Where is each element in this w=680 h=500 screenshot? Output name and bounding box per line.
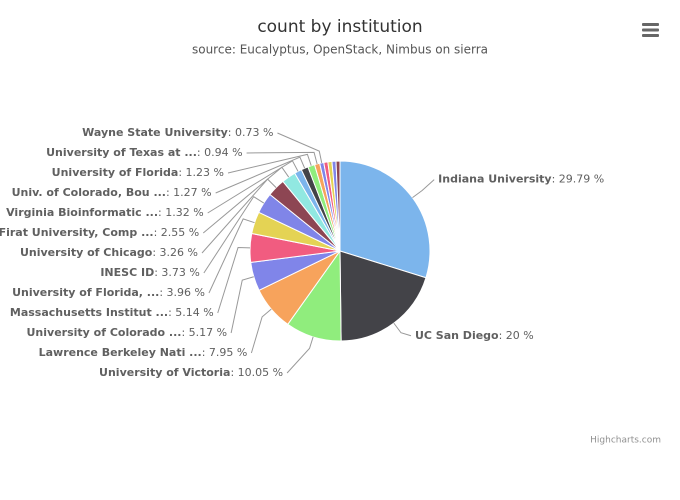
label-connector: [230, 276, 254, 334]
label-connector: [227, 153, 312, 174]
label-value: : 5.14 %: [168, 306, 214, 319]
data-label: Firat University, Comp ...: 2.55 %: [0, 226, 199, 239]
label-connector: [208, 218, 255, 294]
menu-line: [642, 28, 659, 32]
label-connector: [246, 151, 318, 165]
menu-line: [642, 34, 659, 37]
data-label: Indiana University: 29.79 %: [438, 173, 604, 186]
label-name: UC San Diego: [415, 329, 499, 342]
data-label: University of Victoria: 10.05 %: [99, 366, 283, 379]
label-name: University of Florida, ...: [12, 286, 159, 299]
label-value: : 7.95 %: [202, 346, 248, 359]
label-name: Firat University, Comp ...: [0, 226, 154, 239]
data-label: University of Colorado ...: 5.17 %: [27, 326, 228, 339]
label-value: : 20 %: [499, 329, 534, 342]
menu-line: [642, 23, 659, 26]
label-value: : 0.94 %: [197, 146, 243, 159]
label-name: University of Chicago: [20, 246, 153, 259]
label-connector: [393, 322, 412, 337]
label-value: : 1.27 %: [166, 186, 212, 199]
chart-title: count by institution: [257, 17, 422, 37]
label-name: INESC ID: [100, 266, 154, 279]
data-label: Wayne State University: 0.73 %: [82, 126, 273, 139]
label-value: : 5.17 %: [181, 326, 227, 339]
pie-slice: [339, 250, 427, 342]
data-label: University of Florida, ...: 3.96 %: [12, 286, 205, 299]
label-value: : 1.32 %: [158, 206, 204, 219]
label-connector: [286, 336, 314, 374]
data-label: University of Florida: 1.23 %: [52, 166, 224, 179]
label-connector: [412, 179, 435, 199]
credits[interactable]: Highcharts.com: [590, 436, 661, 446]
chart-subtitle: source: Eucalyptus, OpenStack, Nimbus on…: [192, 43, 488, 57]
data-label: Lawrence Berkeley Nati ...: 7.95 %: [39, 346, 248, 359]
label-connector: [215, 156, 306, 194]
label-connector: [203, 195, 265, 274]
label-name: Virginia Bioinformatic ...: [6, 206, 158, 219]
data-label: INESC ID: 3.73 %: [100, 266, 200, 279]
menu-button[interactable]: [636, 16, 664, 42]
label-name: Lawrence Berkeley Nati ...: [39, 346, 202, 359]
data-label: Massachusetts Institut ...: 5.14 %: [10, 306, 214, 319]
label-name: University of Texas at ...: [46, 146, 197, 159]
data-label: UC San Diego: 20 %: [415, 329, 534, 342]
label-value: : 10.05 %: [230, 366, 283, 379]
label-name: Indiana University: [438, 173, 551, 186]
data-label: Virginia Bioinformatic ...: 1.32 %: [6, 206, 204, 219]
label-value: : 29.79 %: [552, 173, 605, 186]
label-value: : 2.55 %: [154, 226, 200, 239]
label-value: : 3.96 %: [159, 286, 205, 299]
label-name: University of Victoria: [99, 366, 230, 379]
label-connector: [217, 246, 251, 314]
label-name: University of Florida: [52, 166, 179, 179]
pie-slice: [335, 160, 341, 252]
label-value: : 0.73 %: [228, 126, 274, 139]
label-name: Wayne State University: [82, 126, 228, 139]
label-name: Massachusetts Institut ...: [10, 306, 168, 319]
label-value: : 1.23 %: [178, 166, 224, 179]
data-label: University of Chicago: 3.26 %: [20, 246, 198, 259]
label-name: Univ. of Colorado, Bou ...: [12, 186, 166, 199]
data-label: Univ. of Colorado, Bou ...: 1.27 %: [12, 186, 212, 199]
label-value: : 3.26 %: [152, 246, 198, 259]
label-value: : 3.73 %: [154, 266, 200, 279]
data-label: University of Texas at ...: 0.94 %: [46, 146, 242, 159]
label-name: University of Colorado ...: [27, 326, 182, 339]
label-connector: [277, 132, 323, 163]
label-connector: [250, 308, 272, 354]
